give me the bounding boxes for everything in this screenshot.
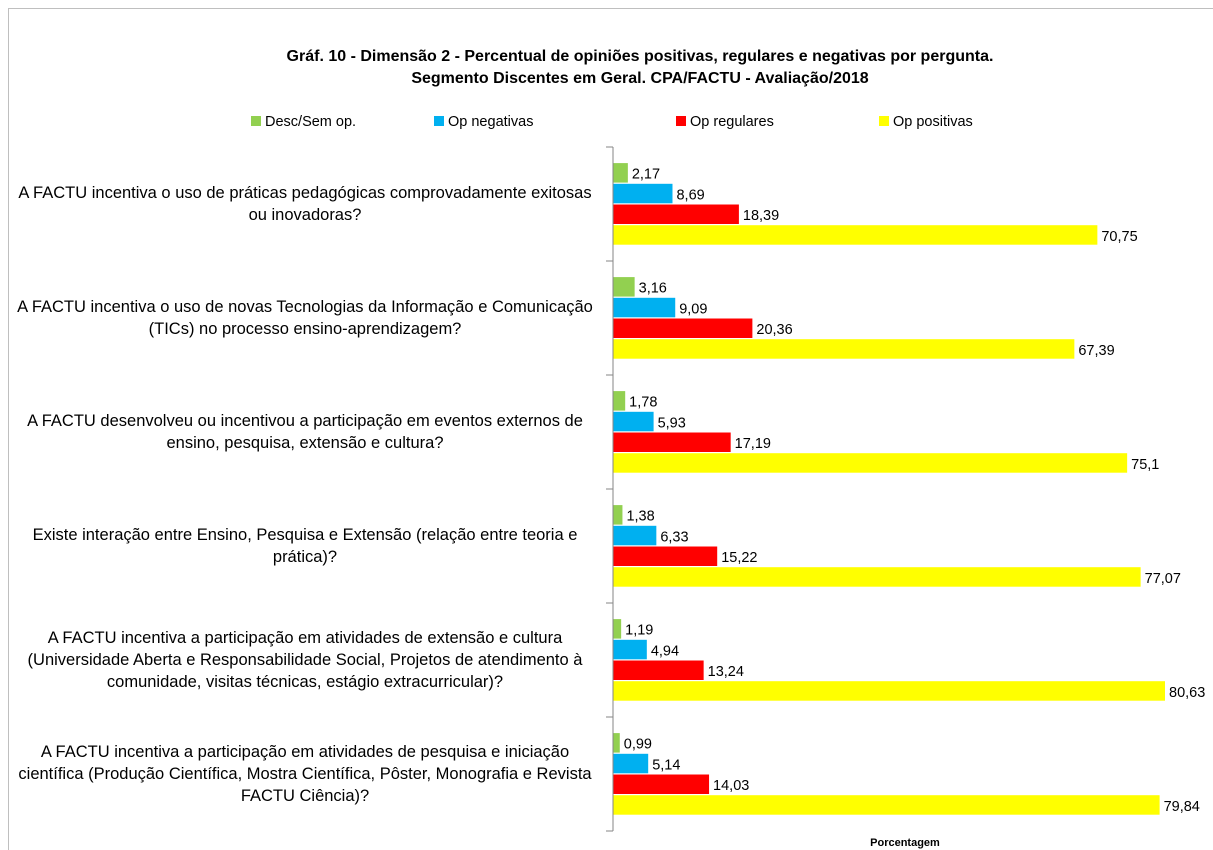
y-tick-label: Existe interação entre Ensino, Pesquisa … (32, 526, 578, 566)
y-tick-label: A FACTU incentiva a participação em ativ… (18, 743, 592, 805)
bar (613, 277, 635, 297)
data-label: 17,19 (735, 436, 771, 452)
legend-swatch (879, 116, 889, 126)
bar (613, 163, 628, 183)
bar (613, 567, 1141, 587)
bar (613, 453, 1128, 473)
data-label: 1,19 (625, 623, 653, 639)
legend-label: Op negativas (448, 114, 533, 130)
bar (613, 795, 1160, 815)
y-tick-label: A FACTU incentiva o uso de novas Tecnolo… (17, 298, 593, 338)
chart-subtitle: Segmento Discentes em Geral. CPA/FACTU -… (411, 70, 868, 87)
y-tick-label: A FACTU desenvolveu ou incentivou a part… (27, 412, 583, 452)
bar (613, 681, 1165, 701)
y-tick-label: A FACTU incentiva o uso de práticas peda… (18, 184, 592, 224)
data-label: 1,38 (626, 509, 654, 525)
bar (613, 546, 718, 566)
legend-swatch (434, 116, 444, 126)
bar (613, 411, 654, 432)
data-label: 13,24 (708, 664, 744, 680)
chart-title: Gráf. 10 - Dimensão 2 - Percentual de op… (287, 48, 994, 65)
data-label: 9,09 (679, 301, 707, 317)
data-label: 70,75 (1101, 229, 1137, 245)
bar (613, 339, 1075, 359)
bar (613, 204, 739, 224)
bar (613, 225, 1098, 245)
data-label: 6,33 (660, 529, 688, 545)
data-label: 5,14 (652, 757, 680, 773)
data-label: 8,69 (676, 187, 704, 203)
bar (613, 733, 620, 753)
data-label: 80,63 (1169, 685, 1205, 701)
bar (613, 774, 710, 794)
data-label: 1,78 (629, 395, 657, 411)
bar (613, 525, 657, 546)
bar (613, 753, 649, 774)
legend-label: Op regulares (690, 114, 774, 130)
data-label: 20,36 (756, 322, 792, 338)
data-label: 77,07 (1145, 571, 1181, 587)
data-label: 18,39 (743, 208, 779, 224)
legend-swatch (251, 116, 261, 126)
y-tick-label: A FACTU incentiva a participação em ativ… (27, 629, 583, 691)
data-label: 2,17 (632, 167, 660, 183)
data-label: 75,1 (1131, 457, 1159, 473)
bar (613, 432, 731, 452)
bar (613, 183, 673, 204)
data-label: 14,03 (713, 778, 749, 794)
data-label: 4,94 (651, 643, 679, 659)
bar (613, 297, 676, 318)
data-label: 67,39 (1078, 343, 1114, 359)
x-axis-label: Porcentagem (870, 837, 940, 849)
bar (613, 619, 622, 639)
data-label: 5,93 (658, 415, 686, 431)
legend-label: Desc/Sem op. (265, 114, 356, 130)
bar (613, 318, 753, 338)
bar (613, 639, 647, 660)
bar (613, 505, 623, 525)
chart-frame (8, 8, 1213, 850)
bar (613, 391, 626, 411)
legend-label: Op positivas (893, 114, 973, 130)
data-label: 0,99 (624, 737, 652, 753)
data-label: 3,16 (639, 281, 667, 297)
legend-swatch (676, 116, 686, 126)
data-label: 79,84 (1164, 799, 1200, 815)
data-label: 15,22 (721, 550, 757, 566)
bar (613, 660, 704, 680)
